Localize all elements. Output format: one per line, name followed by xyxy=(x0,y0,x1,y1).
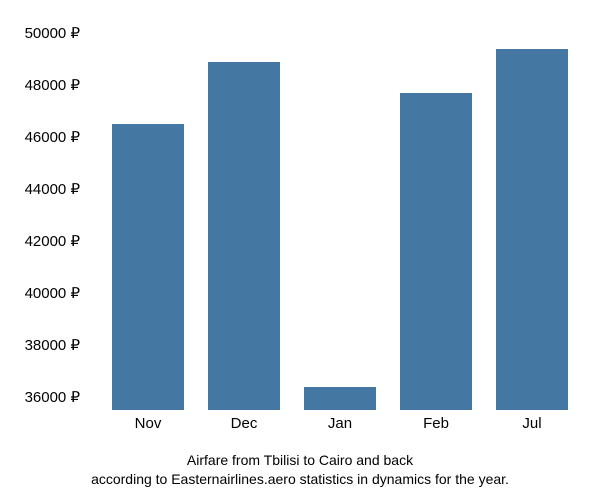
bar xyxy=(400,93,471,410)
x-tick-label: Dec xyxy=(231,415,258,432)
x-tick-label: Feb xyxy=(423,415,449,432)
bar xyxy=(304,387,375,410)
caption-line-2: according to Easternairlines.aero statis… xyxy=(0,470,600,490)
caption-line-1: Airfare from Tbilisi to Cairo and back xyxy=(0,451,600,471)
y-tick-label: 36000 ₽ xyxy=(25,388,80,406)
y-tick-label: 48000 ₽ xyxy=(25,76,80,94)
y-tick-label: 46000 ₽ xyxy=(25,128,80,146)
y-tick-label: 50000 ₽ xyxy=(25,24,80,42)
airfare-chart: 36000 ₽ 38000 ₽ 40000 ₽ 42000 ₽ 44000 ₽ 46000… xyxy=(0,0,600,500)
x-tick-label: Jul xyxy=(522,415,541,432)
y-tick-label: 40000 ₽ xyxy=(25,284,80,302)
x-tick-label: Jan xyxy=(328,415,352,432)
x-axis-labels: Nov Dec Jan Feb Jul xyxy=(100,415,580,440)
y-axis: 36000 ₽ 38000 ₽ 40000 ₽ 42000 ₽ 44000 ₽ 46000… xyxy=(0,20,90,410)
chart-bars xyxy=(100,20,580,410)
bar xyxy=(208,62,279,410)
x-tick-label: Nov xyxy=(135,415,162,432)
bar xyxy=(496,49,567,410)
y-tick-label: 42000 ₽ xyxy=(25,232,80,250)
bar xyxy=(112,124,183,410)
y-tick-label: 44000 ₽ xyxy=(25,180,80,198)
chart-caption: Airfare from Tbilisi to Cairo and back a… xyxy=(0,451,600,490)
y-tick-label: 38000 ₽ xyxy=(25,336,80,354)
